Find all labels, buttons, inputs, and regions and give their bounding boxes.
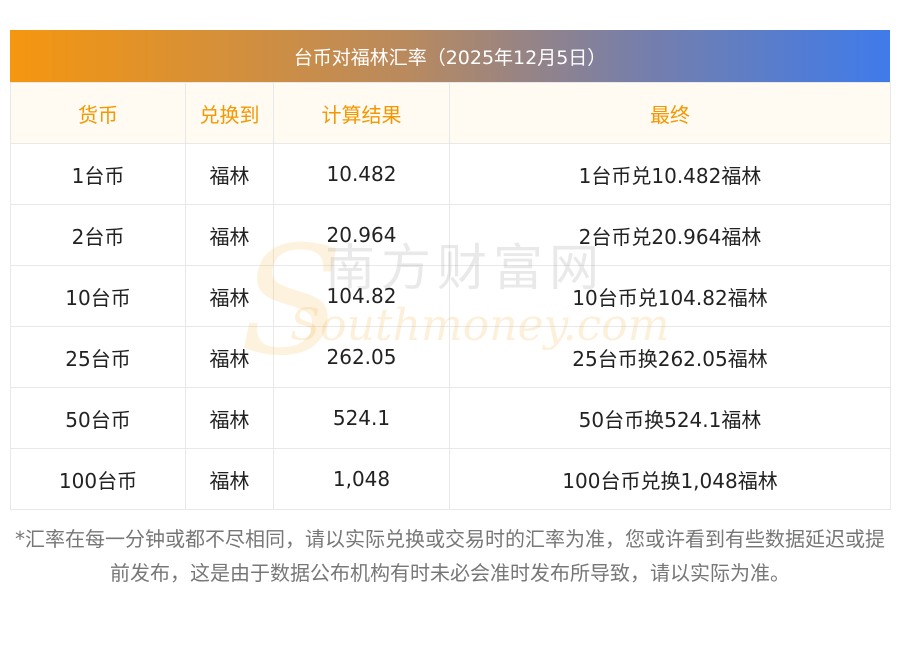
cell-currency: 10台币	[10, 265, 186, 327]
table-title: 台币对福林汇率（2025年12月5日）	[10, 30, 890, 82]
cell-currency: 1台币	[10, 143, 186, 205]
cell-result: 10.482	[273, 143, 450, 205]
cell-final: 50台币换524.1福林	[449, 387, 891, 449]
cell-final: 10台币兑104.82福林	[449, 265, 891, 327]
cell-currency: 2台币	[10, 204, 186, 266]
cell-convert-to: 福林	[185, 387, 274, 449]
cell-result: 20.964	[273, 204, 450, 266]
table-row: 10台币 福林 104.82 10台币兑104.82福林	[10, 265, 891, 327]
cell-convert-to: 福林	[185, 265, 274, 327]
table-row: 2台币 福林 20.964 2台币兑20.964福林	[10, 204, 891, 266]
header-convert-to: 兑换到	[185, 82, 274, 144]
cell-final: 2台币兑20.964福林	[449, 204, 891, 266]
cell-result: 104.82	[273, 265, 450, 327]
exchange-rate-table-container: 台币对福林汇率（2025年12月5日） 货币 兑换到 计算结果 最终 1台币 福…	[10, 30, 891, 510]
table-row: 50台币 福林 524.1 50台币换524.1福林	[10, 387, 891, 449]
table-row: 100台币 福林 1,048 100台币兑换1,048福林	[10, 448, 891, 510]
cell-convert-to: 福林	[185, 143, 274, 205]
cell-result: 262.05	[273, 326, 450, 388]
cell-final: 1台币兑10.482福林	[449, 143, 891, 205]
cell-final: 25台币换262.05福林	[449, 326, 891, 388]
disclaimer-note: *汇率在每一分钟或都不尽相同，请以实际兑换或交易时的汇率为准，您或许看到有些数据…	[15, 527, 885, 585]
cell-convert-to: 福林	[185, 448, 274, 510]
cell-currency: 25台币	[10, 326, 186, 388]
exchange-rate-table: 货币 兑换到 计算结果 最终 1台币 福林 10.482 1台币兑10.482福…	[10, 82, 891, 510]
cell-convert-to: 福林	[185, 326, 274, 388]
cell-final: 100台币兑换1,048福林	[449, 448, 891, 510]
table-row: 25台币 福林 262.05 25台币换262.05福林	[10, 326, 891, 388]
cell-result: 524.1	[273, 387, 450, 449]
header-result: 计算结果	[273, 82, 450, 144]
cell-currency: 50台币	[10, 387, 186, 449]
cell-currency: 100台币	[10, 448, 186, 510]
cell-result: 1,048	[273, 448, 450, 510]
header-currency: 货币	[10, 82, 186, 144]
header-final: 最终	[449, 82, 891, 144]
table-row: 1台币 福林 10.482 1台币兑10.482福林	[10, 143, 891, 205]
cell-convert-to: 福林	[185, 204, 274, 266]
table-header-row: 货币 兑换到 计算结果 最终	[10, 82, 891, 144]
